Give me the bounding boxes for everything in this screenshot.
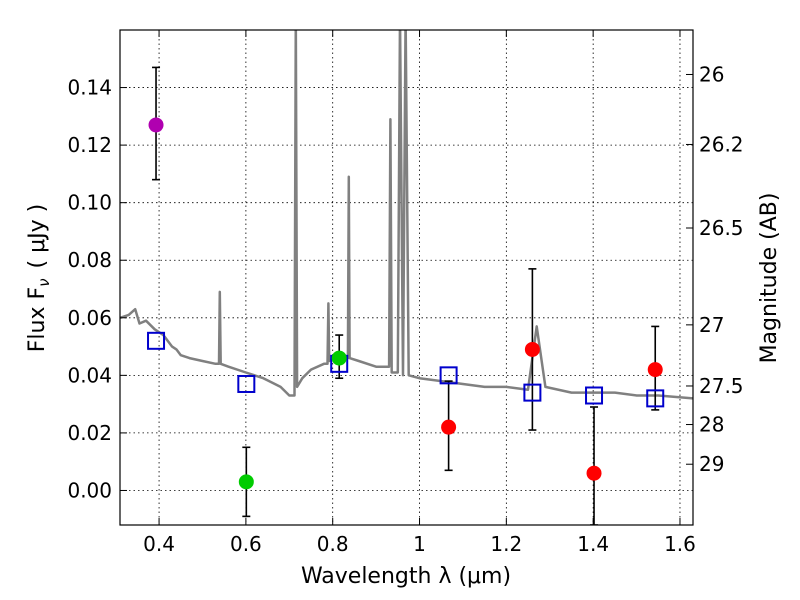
- y-axis-label-sub: ν: [35, 278, 53, 286]
- y-axis-label-unit: ( μJy ): [25, 204, 50, 269]
- model-band-square: [439, 366, 458, 385]
- x-tick-label: 0.4: [143, 532, 175, 556]
- plot-frame: [119, 29, 694, 526]
- model-band-square: [523, 383, 542, 402]
- x-tick-label: 1.2: [490, 532, 522, 556]
- y-axis-label: Flux Fν ( μJy ): [25, 204, 53, 352]
- y-tick-label: 0.08: [67, 248, 112, 272]
- x-tick-label: 1.6: [664, 532, 696, 556]
- y-axis-label-main: Flux F: [25, 287, 50, 352]
- x-tick-label: 1: [413, 532, 426, 556]
- magnitude-axis-ticks: 26 26.2 26.5 27 27.5 28 29: [686, 62, 744, 476]
- x-axis-ticks: 0.4 0.6 0.8 1 1.2 1.4 1.6: [143, 30, 696, 556]
- magnitude-tick-label: 27: [699, 313, 724, 337]
- magnitude-tick-label: 28: [699, 413, 724, 437]
- observed-point: [148, 117, 164, 133]
- observed-point: [238, 474, 254, 490]
- y-tick-label: 0.00: [67, 478, 112, 502]
- observed-point: [647, 362, 663, 378]
- magnitude-tick-label: 26: [699, 62, 724, 86]
- y-tick-label: 0.14: [67, 76, 112, 100]
- x-axis-label: Wavelength λ (μm): [301, 564, 511, 589]
- y-tick-label: 0.02: [67, 421, 112, 445]
- x-tick-label: 0.6: [230, 532, 262, 556]
- observed-point: [441, 419, 457, 435]
- observed-point: [524, 341, 540, 357]
- x-tick-label: 1.4: [577, 532, 609, 556]
- observed-point: [586, 465, 602, 481]
- x-tick-label: 0.8: [317, 532, 349, 556]
- observed-points: [148, 117, 663, 490]
- model-spectrum-line: [120, 30, 693, 400]
- observed-point: [331, 350, 347, 366]
- y-tick-label: 0.06: [67, 306, 112, 330]
- model-band-square: [147, 331, 166, 350]
- model-band-markers: [147, 331, 665, 408]
- y-tick-label: 0.10: [67, 191, 112, 215]
- y-tick-label: 0.12: [67, 133, 112, 157]
- model-band-square: [237, 374, 256, 393]
- magnitude-tick-label: 29: [699, 452, 724, 476]
- magnitude-tick-label: 26.2: [699, 132, 744, 156]
- y-axis-ticks: 0.00 0.02 0.04 0.06 0.08 0.10 0.12 0.14: [67, 76, 127, 502]
- magnitude-axis-label: Magnitude (AB): [757, 193, 782, 364]
- grid-lines: [120, 30, 693, 525]
- model-band-square: [646, 389, 665, 408]
- magnitude-tick-label: 26.5: [699, 216, 744, 240]
- model-band-square: [585, 386, 604, 405]
- magnitude-tick-label: 27.5: [699, 374, 744, 398]
- y-tick-label: 0.04: [67, 363, 112, 387]
